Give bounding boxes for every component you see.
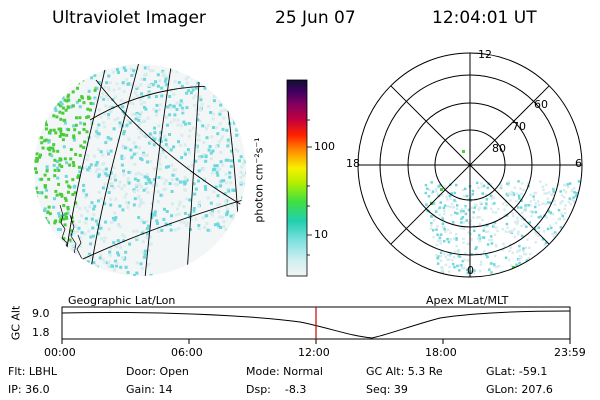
xtick-1200: 12:00 xyxy=(298,346,330,359)
info-door: Door: Open xyxy=(126,365,189,378)
xtick-1800: 18:00 xyxy=(425,346,457,359)
info-glon: GLon: 207.6 xyxy=(486,383,553,396)
info-gain: Gain: 14 xyxy=(126,383,173,396)
mlat-label-80: 80 xyxy=(492,142,506,155)
geographic-label: Geographic Lat/Lon xyxy=(68,294,176,307)
xtick-2359: 23:59 xyxy=(554,346,586,359)
mlt-label-6: 6 xyxy=(575,157,582,170)
colorbar-tick-10: 10 xyxy=(314,228,328,241)
gc-alt-ylabel: GC Alt xyxy=(9,305,23,341)
mlt-label-12: 12 xyxy=(478,48,492,61)
info-dsp: Dsp: -8.3 xyxy=(246,383,307,396)
mlt-label-0: 0 xyxy=(467,264,474,277)
colorbar-unit-label: photon cm⁻²s⁻¹ xyxy=(252,137,266,223)
info-mode: Mode: Normal xyxy=(246,365,323,378)
xtick-0000: 00:00 xyxy=(44,346,76,359)
altitude-timeline xyxy=(61,306,571,344)
mlat-label-70: 70 xyxy=(512,120,526,133)
colorbar xyxy=(286,79,308,277)
apex-label: Apex MLat/MLT xyxy=(426,294,509,307)
date-label: 25 Jun 07 xyxy=(275,8,356,28)
info-flt: Flt: LBHL xyxy=(8,365,57,378)
colorbar-tick-100: 100 xyxy=(314,140,335,153)
info-gc-alt: GC Alt: 5.3 Re xyxy=(366,365,443,378)
info-ip: IP: 36.0 xyxy=(8,383,50,396)
xtick-0600: 06:00 xyxy=(171,346,203,359)
info-glat: GLat: -59.1 xyxy=(486,365,548,378)
polar-plot xyxy=(357,52,583,278)
time-label: 12:04:01 UT xyxy=(432,8,537,28)
instrument-title: Ultraviolet Imager xyxy=(52,8,206,28)
colorbar-ticks xyxy=(307,119,312,256)
ytick-bottom: 1.8 xyxy=(32,326,50,339)
mlat-label-60: 60 xyxy=(534,98,548,111)
ytick-top: 9.0 xyxy=(32,307,50,320)
mlt-label-18: 18 xyxy=(346,157,360,170)
geographic-image xyxy=(34,64,246,276)
info-seq: Seq: 39 xyxy=(366,383,408,396)
